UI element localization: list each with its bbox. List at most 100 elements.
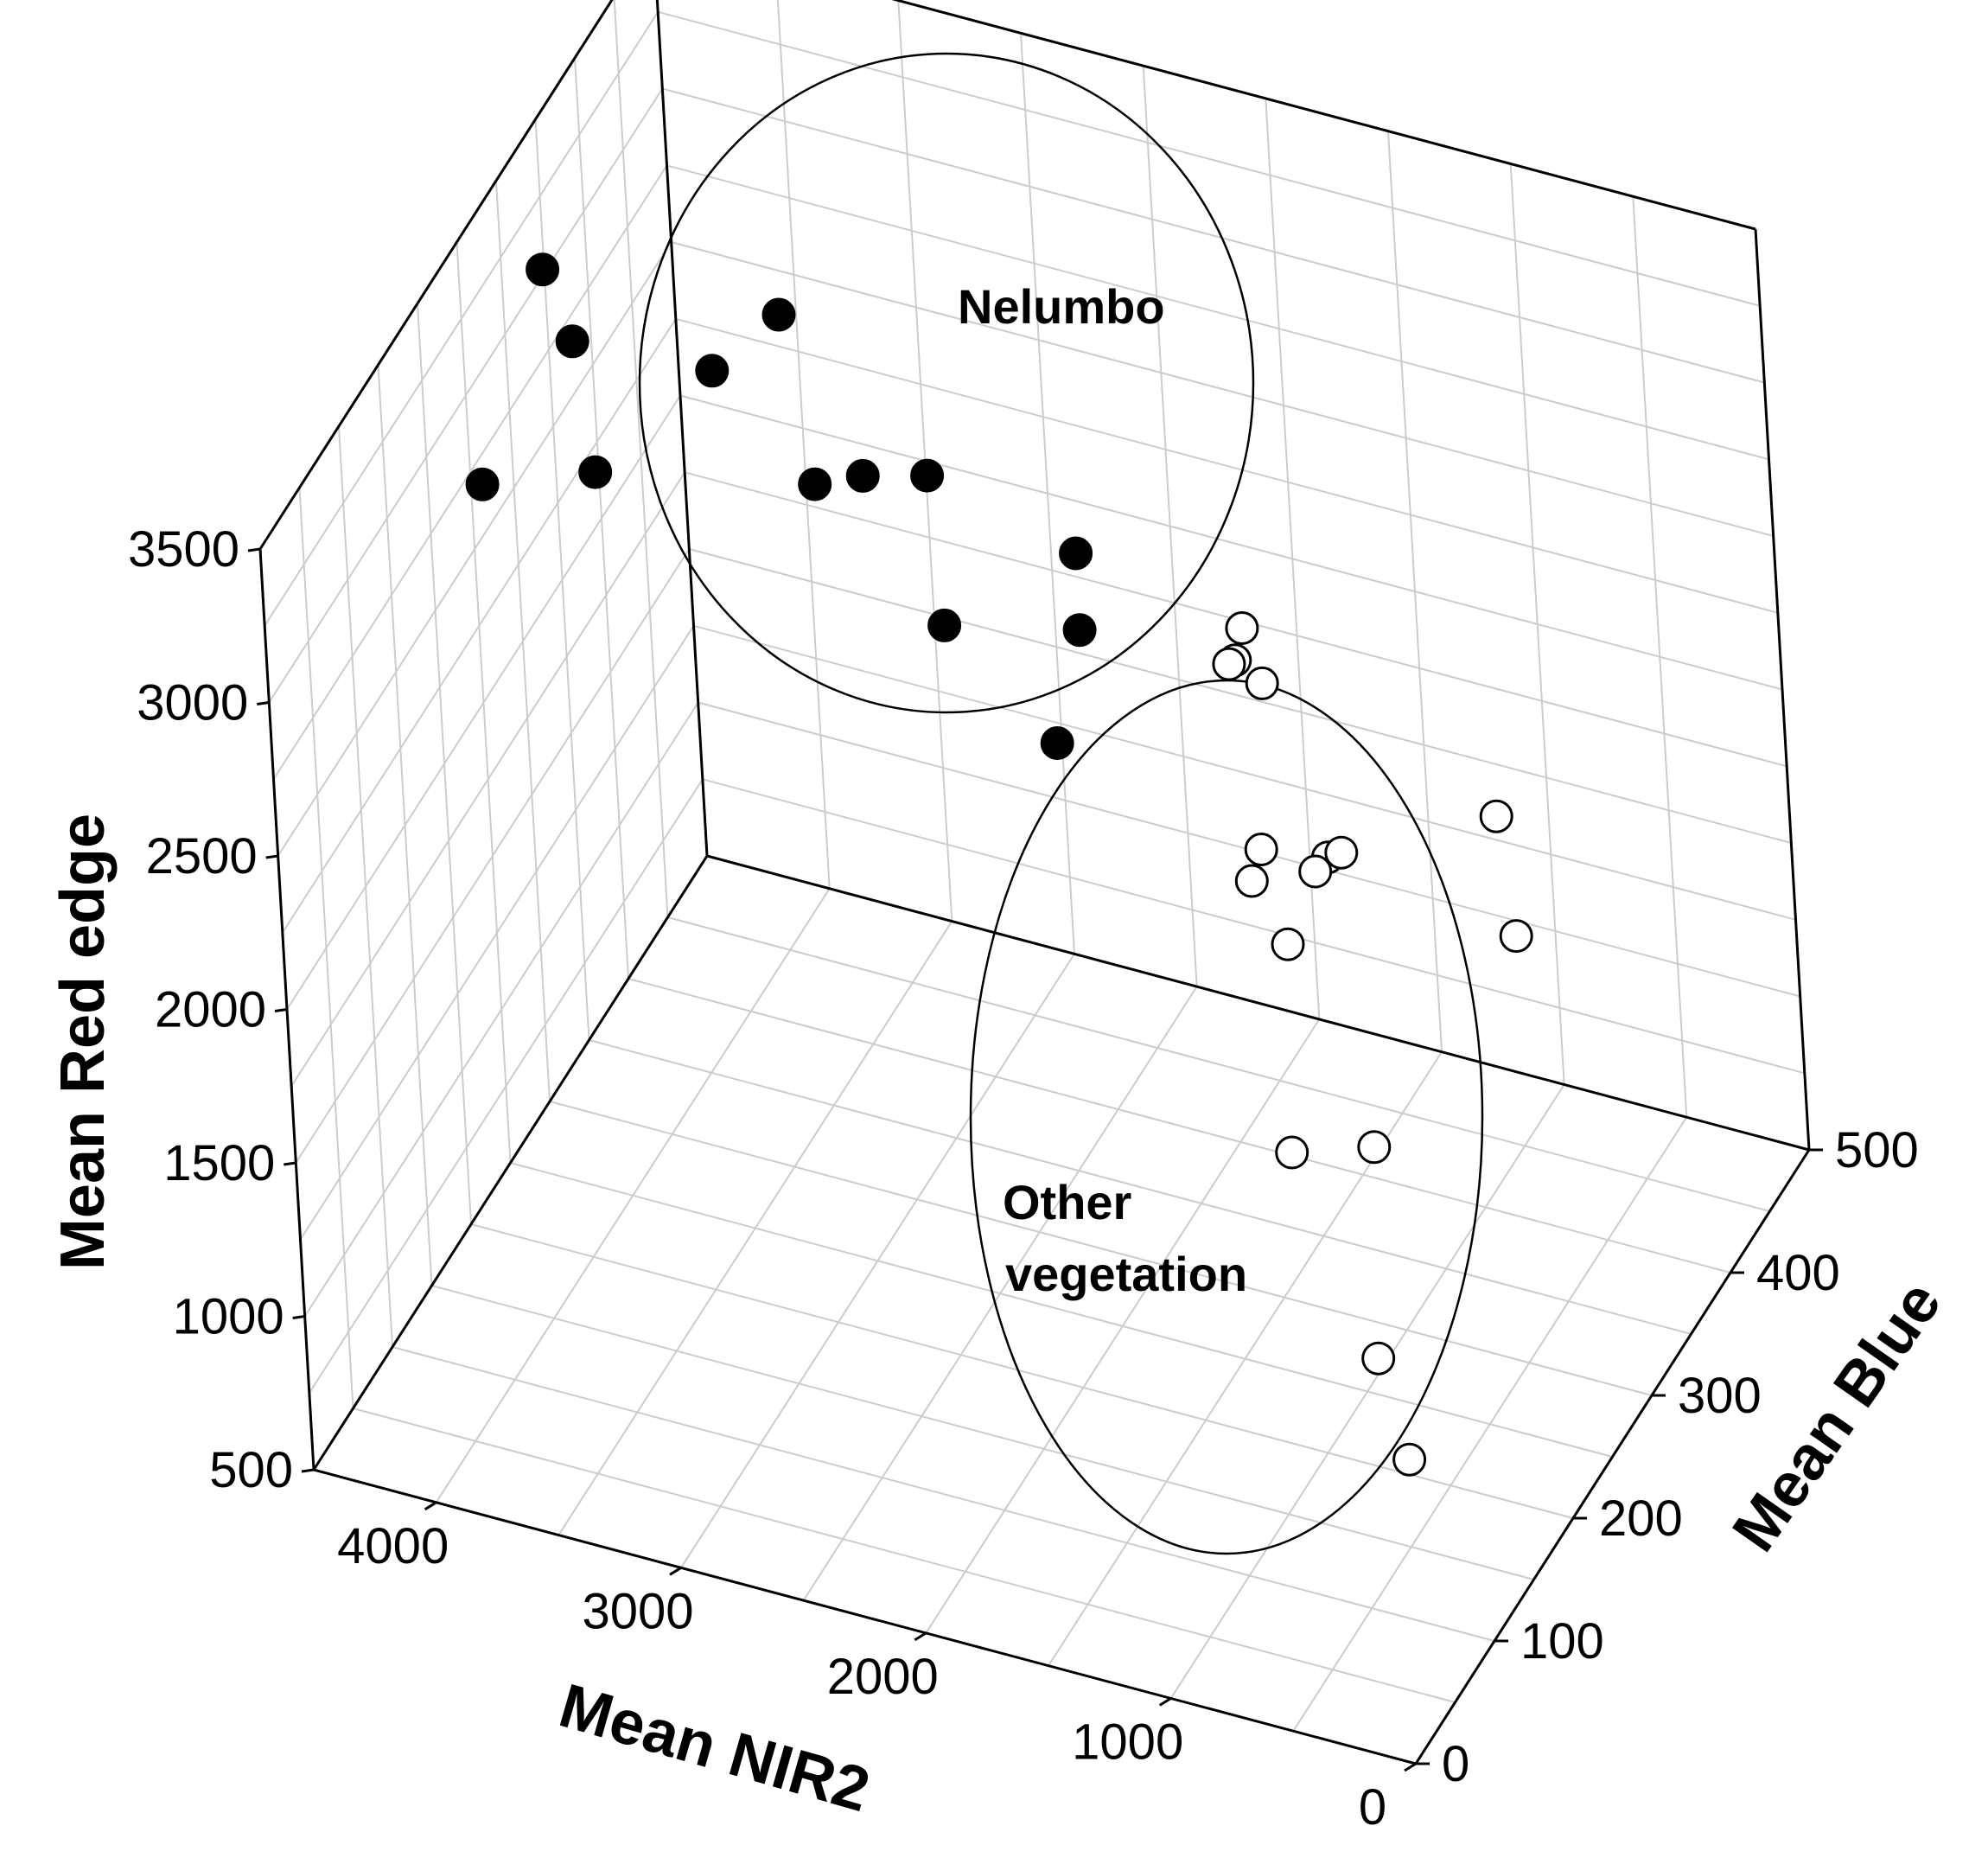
axis-frame-line	[1754, 228, 1811, 1151]
grid-line-right-wall	[689, 548, 1792, 844]
grid-line-left-wall	[286, 394, 681, 1011]
nelumbo-point	[1040, 726, 1074, 760]
grid-line-left-wall	[272, 164, 668, 780]
z-tick-label: 1000	[173, 1289, 284, 1345]
data-points	[465, 252, 1533, 1477]
z-axis-title: Mean Red edge	[48, 814, 118, 1270]
nelumbo-point	[761, 297, 796, 332]
x-axis-tick-mark	[1404, 1762, 1417, 1772]
other-vegetation-point	[1392, 1442, 1427, 1477]
z-axis-tick-mark	[247, 547, 261, 552]
y-tick-label: 200	[1599, 1491, 1683, 1547]
annotation-line: vegetation	[1005, 1247, 1247, 1301]
nelumbo-point	[910, 458, 945, 493]
axis-frame-line	[1414, 1149, 1811, 1765]
nelumbo-point	[1059, 536, 1093, 571]
y-tick-label: 300	[1678, 1368, 1762, 1424]
grid-line-left-wall	[281, 318, 677, 934]
z-tick-label: 1500	[163, 1135, 275, 1191]
grid-line-floor	[392, 1346, 1495, 1642]
axis-frame-line	[258, 0, 614, 550]
grid-line-left-wall	[613, 0, 669, 918]
nelumbo-point	[555, 324, 589, 359]
grid-line-floor	[470, 1223, 1574, 1519]
x-tick-label: 3000	[582, 1583, 693, 1639]
grid-line-right-wall	[675, 317, 1779, 614]
grid-line-left-wall	[295, 548, 691, 1164]
z-axis-tick-mark	[265, 854, 278, 859]
axis-frame-line	[313, 1468, 1417, 1765]
x-axis-tick-mark	[914, 1631, 927, 1642]
z-tick-label: 500	[209, 1442, 293, 1498]
annotation-line: Other	[1003, 1175, 1131, 1229]
other-vegetation-point	[1234, 864, 1269, 898]
axis-frame-line	[706, 854, 1810, 1152]
annotation-other-vegetation: Other vegetation	[1003, 1175, 1247, 1301]
other-vegetation-point	[1212, 647, 1246, 681]
grid-line-left-wall	[268, 87, 664, 704]
other-vegetation-ellipse	[969, 679, 1484, 1555]
other-vegetation-point	[1324, 835, 1359, 870]
grid-line-left-wall	[290, 471, 686, 1087]
z-axis-tick-mark	[284, 1161, 296, 1166]
other-vegetation-point	[1499, 919, 1533, 954]
grid-line-left-wall	[264, 11, 659, 627]
grid-line-left-wall	[303, 701, 699, 1318]
y-tick-label: 500	[1835, 1122, 1919, 1178]
grid-line-floor	[510, 1162, 1613, 1458]
axis-frame-line	[655, 0, 709, 857]
axis-frame-line	[312, 855, 709, 1471]
other-vegetation-point	[1298, 854, 1333, 889]
grid-line-floor	[353, 1408, 1456, 1703]
nelumbo-point	[1062, 613, 1097, 648]
z-tick-label: 2000	[155, 982, 266, 1038]
grid-line-right-wall	[662, 87, 1765, 384]
other-vegetation-point	[1271, 927, 1305, 961]
grid-line-left-wall	[277, 241, 672, 857]
x-tick-label: 2000	[827, 1649, 939, 1705]
grid-line-left-wall	[299, 625, 695, 1241]
tick-labels: 0 1000 2000 3000 4000 0 100 200 300 400 500 500 1000…	[128, 521, 1919, 1835]
z-axis-tick-mark	[301, 1468, 315, 1473]
x-axis-tick-mark	[669, 1567, 682, 1576]
grid-line-right-wall	[702, 778, 1806, 1075]
z-tick-label: 3500	[128, 521, 239, 578]
z-axis-tick-mark	[274, 1008, 288, 1012]
nelumbo-point	[465, 467, 500, 501]
z-tick-label: 2500	[146, 828, 258, 884]
grid-line-floor	[589, 1039, 1692, 1335]
z-axis-tick-mark	[257, 701, 270, 705]
other-vegetation-point	[1361, 1341, 1396, 1376]
grid-line-right-wall	[693, 624, 1796, 921]
nelumbo-point	[798, 467, 832, 501]
grid-line-right-wall	[657, 10, 1761, 307]
z-tick-label: 3000	[137, 675, 248, 731]
other-vegetation-point	[1479, 799, 1513, 833]
grid-line-floor	[667, 916, 1770, 1212]
grid-line-right-wall	[679, 394, 1783, 691]
nelumbo-ellipse	[638, 52, 1255, 714]
nelumbo-point	[578, 455, 613, 489]
grid-line-right-wall	[671, 241, 1774, 537]
grid-line-left-wall	[308, 778, 704, 1394]
x-axis-tick-mark	[424, 1501, 437, 1511]
grid-line-floor	[431, 1285, 1534, 1580]
grid-line-floor	[628, 978, 1731, 1274]
y-tick-label: 0	[1442, 1736, 1469, 1792]
other-vegetation-point	[1244, 833, 1278, 866]
grid-line-right-wall	[893, 0, 1756, 230]
axes-frame	[247, 0, 1823, 1772]
z-axis-tick-mark	[292, 1315, 305, 1319]
nelumbo-point	[526, 252, 560, 287]
grid-line-right-wall	[776, 0, 831, 889]
other-vegetation-point	[1225, 611, 1259, 645]
grid-line-right-wall	[666, 164, 1769, 461]
y-tick-label: 400	[1756, 1245, 1840, 1301]
other-vegetation-point	[1245, 666, 1279, 700]
x-axis-tick-mark	[1158, 1697, 1172, 1707]
grid-line-floor	[549, 1101, 1653, 1396]
other-vegetation-point	[1357, 1130, 1392, 1165]
other-vegetation-point	[1275, 1135, 1309, 1170]
x-tick-label: 1000	[1072, 1714, 1183, 1770]
